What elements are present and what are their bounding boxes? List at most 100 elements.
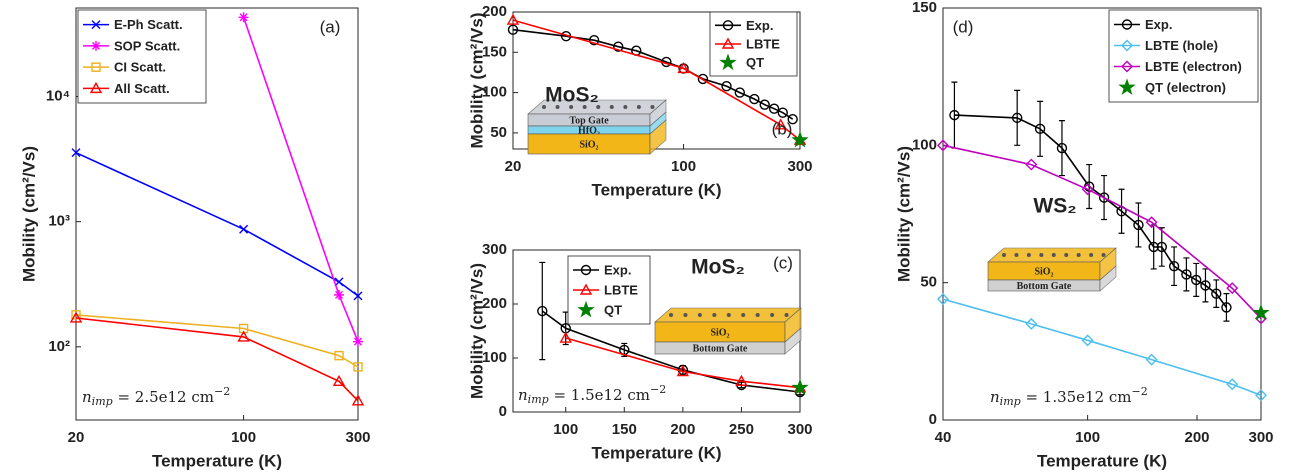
x-tick-label: 100 — [671, 158, 696, 175]
data-point — [1025, 317, 1038, 330]
error-bar — [1158, 227, 1165, 267]
x-tick-label: 200 — [1184, 429, 1209, 446]
y-axis-label: Mobility (cm²/Vs) — [467, 12, 486, 148]
data-point — [1098, 192, 1110, 203]
data-point — [749, 93, 760, 105]
annotation: nimp = 1.5e12 cm−2 — [518, 383, 666, 406]
data-point — [677, 364, 689, 376]
annotation-text: = 2.5e12 cm — [113, 388, 214, 406]
data-point — [721, 80, 732, 92]
inset-layer-label: Top Gate — [569, 115, 609, 126]
data-point — [661, 56, 672, 68]
legend-label: LBTE (electron) — [1145, 59, 1242, 74]
annotation-superscript: −2 — [1132, 385, 1148, 398]
data-point — [1226, 282, 1239, 295]
x-tick-label: 300 — [787, 158, 812, 175]
panel-label: (a) — [320, 17, 341, 36]
series-line — [565, 337, 801, 389]
data-point — [238, 323, 249, 334]
x-tick-label: 150 — [612, 421, 637, 438]
data-point — [334, 350, 344, 361]
error-bar — [1171, 246, 1178, 287]
legend-label: SOP Scatt. — [114, 38, 180, 53]
legend-box — [77, 9, 207, 104]
data-point — [1200, 280, 1211, 291]
data-point — [1034, 123, 1046, 135]
legend-marker — [91, 62, 101, 72]
series-line — [75, 317, 359, 402]
inset-atoms — [697, 313, 702, 317]
error-bar — [1213, 279, 1220, 308]
data-point — [334, 277, 344, 287]
y-axis-label: Mobility (cm²/Vs) — [467, 263, 486, 399]
x-axis-label: Temperature (K) — [152, 451, 282, 470]
data-point — [238, 12, 249, 23]
inset-side — [649, 119, 667, 155]
inset-atoms — [1002, 253, 1006, 257]
inset-atoms — [1039, 253, 1044, 257]
x-tick-label: 300 — [787, 421, 812, 438]
legend-label: LBTE (hole) — [1145, 38, 1218, 53]
inset-atoms — [770, 313, 775, 317]
inset-layer-label: SiO₂ — [579, 139, 598, 150]
panel-label: (b) — [772, 119, 793, 138]
series-line — [942, 298, 1262, 397]
inset-layer-label: HfO₂ — [578, 125, 600, 136]
inset-atoms — [1076, 253, 1081, 257]
data-point — [353, 336, 363, 347]
inset-layer-label: SiO₂ — [710, 327, 729, 338]
y-tick-label: 150 — [912, 0, 937, 16]
inset-atoms — [1064, 253, 1069, 257]
data-point — [937, 139, 949, 152]
x-tick-label: 250 — [729, 421, 754, 438]
data-point — [768, 103, 780, 114]
legend-marker — [580, 264, 592, 276]
data-point — [676, 365, 690, 377]
legend-marker — [719, 53, 737, 71]
inset-material: MoS₂ — [691, 256, 745, 279]
data-point — [1252, 303, 1270, 321]
inset-layer-label: Bottom Gate — [693, 343, 748, 354]
legend-marker — [721, 37, 735, 49]
annotation: nimp = 2.5e12 cm−2 — [82, 385, 230, 408]
x-tick-label: 20 — [68, 429, 85, 446]
y-tick-label: 150 — [482, 43, 507, 60]
panel-label: (d) — [953, 17, 974, 36]
legend-label: QT — [746, 55, 764, 70]
inset-atoms — [609, 105, 614, 109]
series-line — [512, 19, 801, 141]
data-point — [1221, 302, 1232, 313]
data-point — [949, 109, 960, 121]
x-tick-label: 100 — [553, 421, 578, 438]
annotation-text: = 1.35e12 cm — [1021, 388, 1132, 406]
x-tick-label: 100 — [1075, 429, 1100, 446]
panel-label: (c) — [773, 253, 793, 272]
annotation: nimp = 1.35e12 cm−2 — [990, 385, 1148, 408]
legend-label: LBTE — [604, 282, 638, 297]
x-tick-label: 300 — [345, 429, 370, 446]
data-point — [735, 374, 748, 386]
data-point — [1181, 269, 1192, 280]
inset-atoms — [1089, 253, 1094, 257]
data-point — [1025, 158, 1038, 171]
annotation-subscript: imp — [1000, 395, 1021, 408]
y-tick-label: 50 — [920, 274, 937, 291]
data-point — [1156, 241, 1167, 253]
error-bar — [1183, 257, 1190, 292]
legend-label: QT (electron) — [1145, 80, 1226, 95]
series-line — [942, 144, 1262, 319]
y-tick-label: 50 — [490, 124, 507, 141]
x-axis-label: Temperature (K) — [591, 180, 721, 199]
data-point — [1083, 181, 1095, 192]
data-point — [237, 330, 250, 342]
annotation-subscript: imp — [528, 393, 549, 406]
legend-label: LBTE — [746, 36, 780, 51]
x-axis-label: Temperature (K) — [591, 443, 721, 462]
legend-marker — [1121, 39, 1133, 52]
legend-marker — [722, 20, 734, 31]
data-point — [613, 41, 624, 52]
inset-side — [1099, 265, 1117, 292]
data-point — [506, 13, 520, 25]
legend-label: Exp. — [1145, 17, 1172, 32]
